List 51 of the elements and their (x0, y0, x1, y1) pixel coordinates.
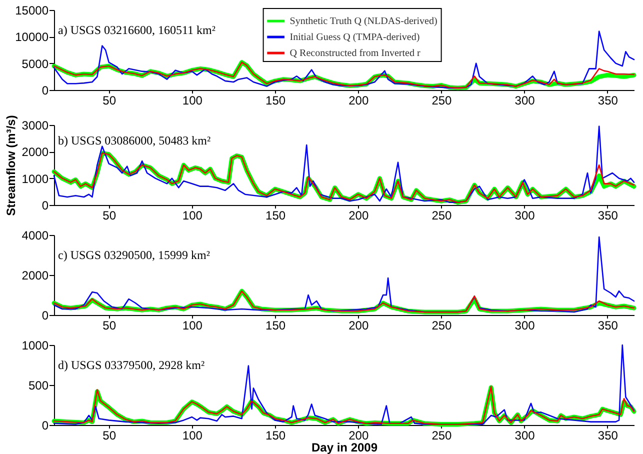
x-tick-label: 50 (102, 318, 116, 332)
y-axis-title: Streamflow (m³/s) (4, 115, 18, 216)
x-tick-label: 300 (514, 318, 536, 332)
x-tick-label: 250 (432, 318, 452, 332)
legend-label: Q Reconstructed from Inverted r (290, 48, 421, 59)
y-tick-label: 3000 (22, 118, 49, 132)
x-tick-label: 150 (266, 318, 286, 332)
x-tick-label: 200 (348, 208, 369, 222)
y-tick-label: 0 (42, 198, 49, 212)
y-tick-label: 1000 (22, 172, 49, 186)
x-tick-label: 50 (102, 208, 116, 222)
legend-label: Synthetic Truth Q (NLDAS-derived) (290, 16, 438, 27)
x-tick-label: 150 (266, 208, 286, 222)
y-tick-label: 4000 (22, 228, 49, 242)
legend-label: Initial Guess Q (TMPA-derived) (290, 32, 420, 43)
x-tick-label: 150 (266, 428, 286, 442)
y-tick-label: 2000 (22, 145, 49, 160)
x-tick-label: 300 (514, 208, 536, 222)
text: a) USGS 03216600, 160511 km² (58, 23, 216, 37)
x-tick-label: 200 (348, 318, 369, 332)
x-tick-label: 100 (182, 318, 203, 332)
x-tick-label: 250 (432, 208, 452, 222)
x-tick-label: 300 (514, 94, 536, 108)
x-tick-label: 250 (432, 428, 452, 442)
x-tick-label: 150 (266, 94, 286, 108)
x-tick-label: 350 (598, 428, 618, 442)
text: d) USGS 03379500, 2928 km² (58, 358, 206, 372)
text: b) USGS 03086000, 50483 km² (58, 134, 212, 148)
text: c) USGS 03290500, 15999 km² (58, 248, 210, 262)
x-tick-label: 200 (348, 428, 369, 442)
y-tick-label: 500 (28, 378, 49, 392)
y-tick-label: 2000 (22, 268, 49, 282)
y-tick-label: 0 (42, 84, 49, 98)
y-tick-label: 1000 (22, 338, 49, 352)
x-tick-label: 350 (598, 94, 618, 108)
y-tick-label: 5000 (22, 56, 49, 71)
x-tick-label: 250 (432, 94, 452, 108)
x-axis-title: Day in 2009 (311, 440, 378, 454)
x-tick-label: 200 (348, 94, 369, 108)
x-tick-label: 100 (182, 208, 203, 222)
x-tick-label: 300 (514, 428, 536, 442)
y-tick-label: 0 (42, 418, 49, 432)
x-tick-label: 350 (598, 318, 618, 332)
y-tick-label: 15000 (15, 4, 49, 18)
x-tick-label: 100 (182, 94, 203, 108)
x-tick-label: 50 (102, 94, 116, 108)
x-tick-label: 100 (182, 428, 203, 442)
y-tick-label: 10000 (15, 30, 49, 44)
x-tick-label: 350 (598, 208, 618, 222)
y-tick-label: 0 (42, 308, 49, 322)
x-tick-label: 50 (102, 428, 116, 442)
